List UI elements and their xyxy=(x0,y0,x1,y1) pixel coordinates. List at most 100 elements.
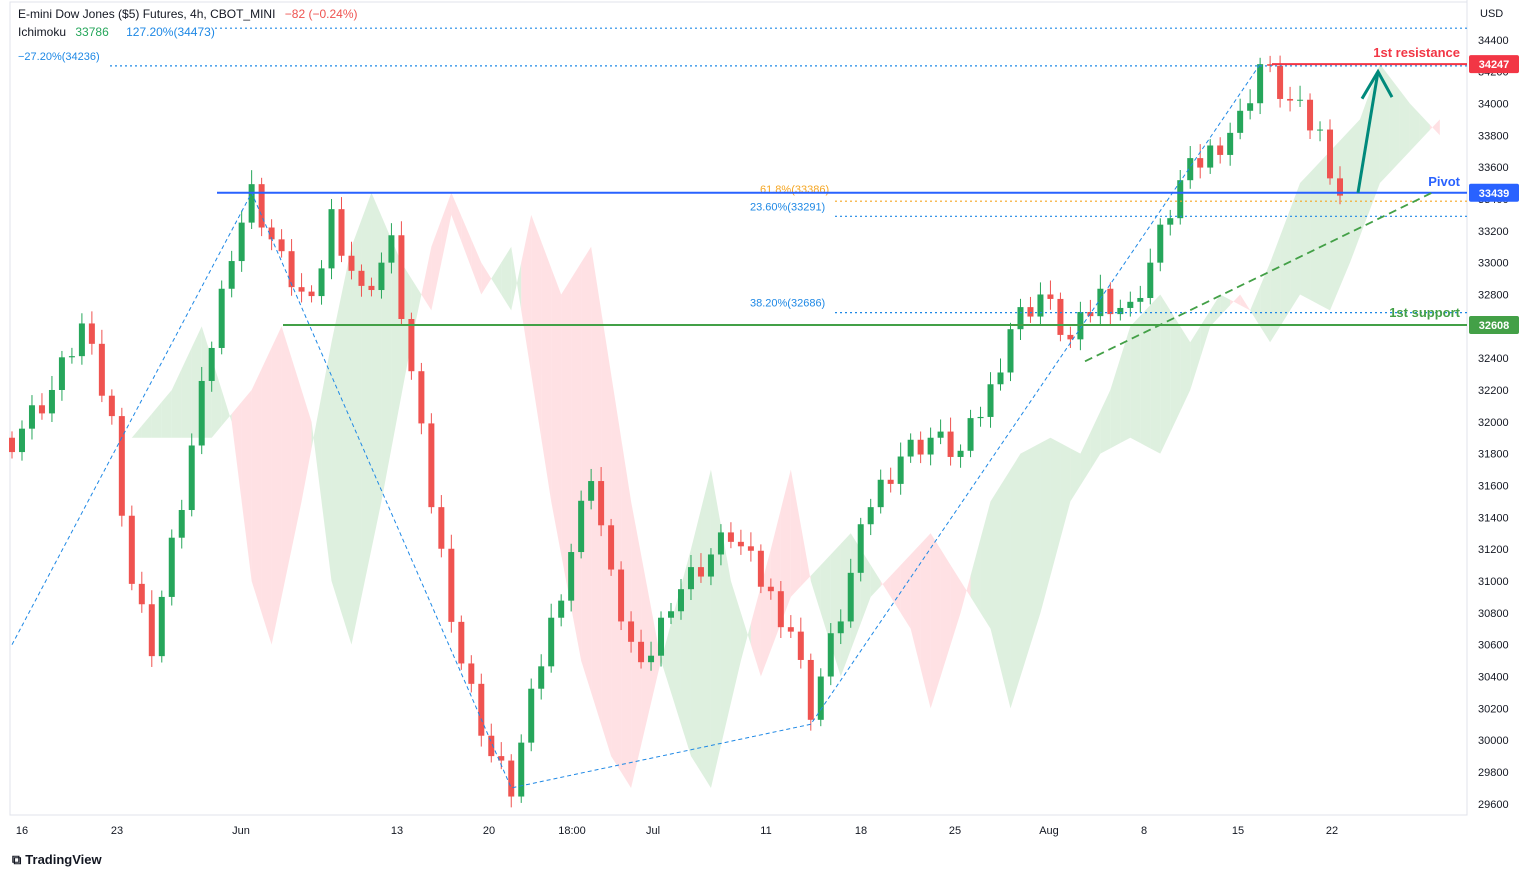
candle-body xyxy=(877,479,884,508)
ichimoku-cloud-segment xyxy=(1389,77,1400,173)
ichimoku-cloud-segment xyxy=(1210,294,1221,327)
ichimoku-cloud-segment xyxy=(1190,326,1201,390)
y-tick-label: 33000 xyxy=(1478,258,1509,270)
candle-body xyxy=(867,507,874,525)
candle-body xyxy=(787,627,794,632)
ichimoku-cloud-segment xyxy=(890,565,901,613)
candle-body xyxy=(58,357,65,390)
candle-body xyxy=(917,439,924,455)
ichimoku-cloud-segment xyxy=(491,262,502,295)
ichimoku-cloud-segment xyxy=(920,533,931,709)
ichimoku-cloud-segment xyxy=(341,246,352,645)
x-tick-label: 22 xyxy=(1326,825,1338,837)
ichimoku-cloud-segment xyxy=(1140,305,1151,449)
ichimoku-cloud-segment xyxy=(1050,437,1061,576)
candle-body xyxy=(1047,294,1054,299)
ichimoku-cloud-segment xyxy=(740,612,751,661)
candle-body xyxy=(398,235,405,319)
ichimoku-cloud-segment xyxy=(1240,294,1251,311)
ichimoku-cloud-segment xyxy=(311,395,322,502)
candle-body xyxy=(1227,132,1234,155)
currency-label: USD xyxy=(1480,8,1503,20)
candle-body xyxy=(817,676,824,720)
y-tick-label: 33200 xyxy=(1478,226,1509,238)
tradingview-icon: ⧉ xyxy=(12,852,22,867)
ichimoku-cloud-segment xyxy=(930,533,941,709)
ichimoku-cloud-segment xyxy=(790,469,801,597)
ichimoku-cloud-segment xyxy=(770,509,781,650)
candle-body xyxy=(1107,288,1114,315)
ichimoku-cloud-segment xyxy=(1110,358,1121,449)
y-tick-label: 29600 xyxy=(1478,799,1509,811)
indicator-row: Ichimoku 33786 127.20%(34473) xyxy=(18,25,221,39)
candle-body xyxy=(1117,307,1124,315)
candle-body xyxy=(458,621,465,664)
candle-body xyxy=(108,395,115,417)
ichimoku-cloud-segment xyxy=(710,469,721,788)
watermark-text: TradingView xyxy=(25,852,102,867)
candle-body xyxy=(887,479,894,484)
candle-body xyxy=(668,611,675,618)
candle-body xyxy=(1287,98,1294,101)
ichimoku-cloud-segment xyxy=(331,294,342,613)
ichimoku-cloud-segment xyxy=(601,310,612,757)
ichimoku-cloud-segment xyxy=(1429,119,1440,136)
ichimoku-cloud-segment xyxy=(800,525,811,587)
y-tick-label: 31600 xyxy=(1478,480,1509,492)
ichimoku-cloud-segment xyxy=(720,525,731,746)
candle-body xyxy=(428,423,435,508)
candle-body xyxy=(1257,64,1264,104)
candle-body xyxy=(677,589,684,612)
candle-body xyxy=(338,209,345,256)
candle-body xyxy=(927,437,934,455)
pivot-label: Pivot xyxy=(1428,174,1460,189)
candle-body xyxy=(937,431,944,438)
ichimoku-cloud-segment xyxy=(1310,161,1321,306)
candle-body xyxy=(648,655,655,663)
ichimoku-cloud-segment xyxy=(481,262,492,295)
ichimoku-cloud-segment xyxy=(1250,286,1261,327)
price-badge xyxy=(1469,55,1519,74)
y-tick-label: 33800 xyxy=(1478,130,1509,142)
candle-body xyxy=(28,405,35,429)
candle-body xyxy=(578,500,585,553)
y-tick-label: 30400 xyxy=(1478,672,1509,684)
ichimoku-cloud-segment xyxy=(651,607,662,704)
y-tick-label: 32200 xyxy=(1478,385,1509,397)
y-tick-label: 31000 xyxy=(1478,576,1509,588)
x-tick-label: 18:00 xyxy=(558,825,586,837)
support-label: 1st support xyxy=(1389,305,1460,320)
candle-body xyxy=(348,255,355,271)
candle-body xyxy=(1067,334,1074,340)
fib-top-label: 127.20%(34473) xyxy=(126,25,215,39)
candle-body xyxy=(178,510,185,538)
candle-body xyxy=(1197,158,1204,168)
candle-body xyxy=(1327,129,1334,179)
x-tick-label: Aug xyxy=(1039,825,1059,837)
candle-body xyxy=(1027,307,1034,317)
ichimoku-cloud-segment xyxy=(531,214,542,438)
candle-body xyxy=(238,222,245,262)
candle-body xyxy=(98,343,105,396)
ichimoku-cloud-segment xyxy=(980,501,991,629)
ichimoku-cloud-segment xyxy=(561,278,572,608)
candle-body xyxy=(68,356,75,358)
ichimoku-cloud-segment xyxy=(231,401,242,502)
candle-body xyxy=(1127,301,1134,308)
x-tick-label: 25 xyxy=(949,825,961,837)
candle-body xyxy=(1337,178,1343,196)
ichimoku-cloud-segment xyxy=(221,389,232,426)
ichimoku-cloud-segment xyxy=(441,192,452,263)
candle-body xyxy=(797,631,804,660)
ichimoku-cloud-segment xyxy=(321,342,332,582)
y-tick-label: 33600 xyxy=(1478,162,1509,174)
y-tick-label: 30000 xyxy=(1478,735,1509,747)
ichimoku-cloud-segment xyxy=(131,425,142,438)
ichimoku-cloud-segment xyxy=(870,565,881,597)
ichimoku-cloud-segment xyxy=(880,575,891,597)
candle-body xyxy=(737,541,744,547)
candle-body xyxy=(538,666,545,689)
ichimoku-cloud-segment xyxy=(1300,172,1311,300)
symbol-title: E-mini Dow Jones ($5) Futures, 4h, CBOT_… xyxy=(18,7,276,21)
